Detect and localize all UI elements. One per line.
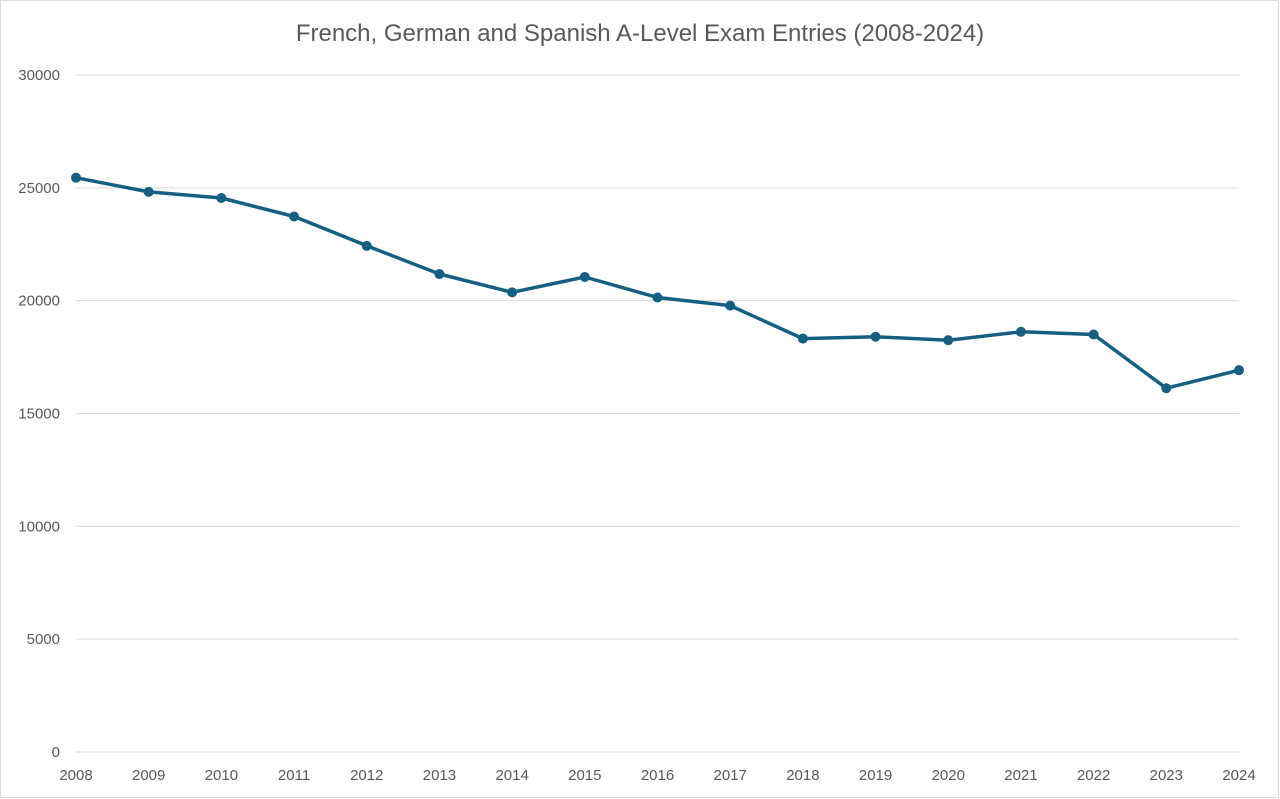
data-point [289,211,300,222]
y-tick-label: 10000 [18,518,60,535]
x-tick-label: 2013 [423,767,456,784]
y-tick-label: 5000 [27,631,60,648]
data-point [71,172,81,183]
x-tick-label: 2014 [495,767,528,784]
data-point [216,192,227,203]
x-tick-label: 2017 [714,767,747,784]
chart-title: French, German and Spanish A-Level Exam … [295,20,985,47]
gridlines [76,74,1239,753]
y-tick-label: 30000 [18,67,60,84]
x-tick-label: 2009 [132,767,165,784]
data-point [1088,329,1099,340]
x-tick-label: 2024 [1222,767,1255,784]
series-line [74,175,1241,390]
data-point [870,331,881,342]
data-point [652,292,663,303]
x-tick-label: 2015 [568,767,601,784]
data-point [143,186,154,197]
data-point [725,300,736,311]
x-tick-label: 2023 [1150,767,1183,784]
data-point [797,333,808,344]
data-point [1161,383,1172,394]
data-point [1015,326,1026,337]
x-tick-label: 2010 [205,767,238,784]
x-tick-label: 2016 [641,767,674,784]
x-tick-label: 2022 [1077,767,1110,784]
data-point [1234,365,1244,376]
series-layer [71,172,1244,394]
x-tick-label: 2018 [786,767,819,784]
y-tick-label: 15000 [18,406,60,423]
x-tick-label: 2020 [932,767,965,784]
y-tick-label: 25000 [18,180,60,197]
data-point [579,271,590,282]
data-point [361,240,372,251]
y-tick-label: 20000 [18,293,60,310]
x-axis-tick-labels: 2008 2009 2010 2011 2012 2013 2014 2015 2016 2017… [59,767,1255,784]
x-tick-label: 2008 [59,767,92,784]
x-tick-label: 2012 [350,767,383,784]
data-point [943,335,954,346]
x-tick-label: 2021 [1004,767,1037,784]
x-tick-label: 2011 [278,767,310,784]
y-tick-label: 0 [52,744,60,761]
data-point [434,269,445,280]
data-point [507,287,518,298]
y-axis-tick-labels: 0 5000 10000 15000 20000 25000 30000 [18,67,60,761]
x-tick-label: 2019 [859,767,892,784]
